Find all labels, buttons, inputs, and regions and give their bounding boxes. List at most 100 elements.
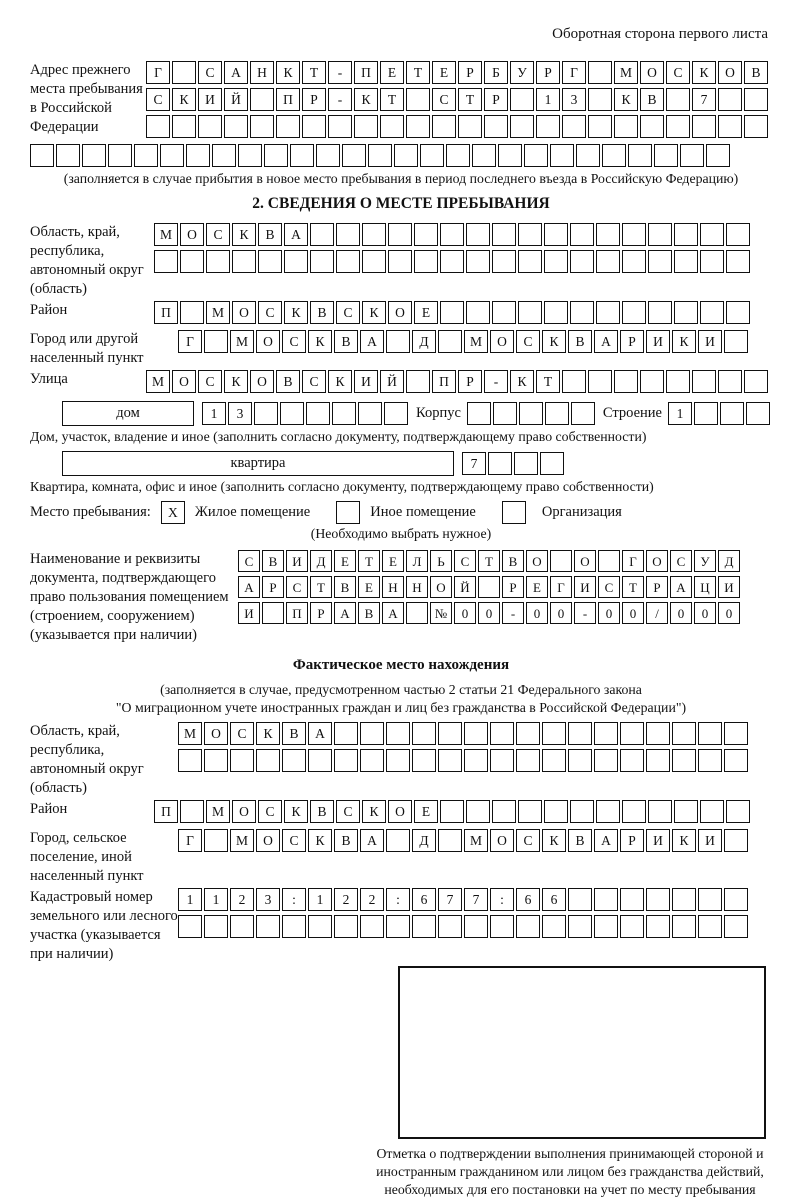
char-box[interactable]: О — [388, 301, 412, 324]
char-box[interactable] — [542, 915, 566, 938]
char-box[interactable]: Е — [414, 800, 438, 823]
char-box[interactable]: К — [308, 829, 332, 852]
char-box[interactable]: Е — [526, 576, 548, 598]
char-box[interactable]: Е — [380, 61, 404, 84]
char-box[interactable] — [620, 722, 644, 745]
char-box[interactable] — [514, 452, 538, 475]
char-box[interactable] — [282, 749, 306, 772]
char-box[interactable] — [518, 250, 542, 273]
char-box[interactable] — [596, 800, 620, 823]
char-box[interactable] — [628, 144, 652, 167]
char-box[interactable]: Т — [536, 370, 560, 393]
char-box[interactable]: 7 — [462, 452, 486, 475]
char-box[interactable] — [524, 144, 548, 167]
char-box[interactable]: Р — [302, 88, 326, 111]
char-box[interactable] — [464, 722, 488, 745]
char-box[interactable] — [490, 722, 514, 745]
char-box[interactable]: 1 — [204, 888, 228, 911]
char-box[interactable] — [562, 115, 586, 138]
char-box[interactable] — [550, 144, 574, 167]
char-box[interactable]: К — [510, 370, 534, 393]
char-box[interactable]: В — [258, 223, 282, 246]
char-box[interactable] — [362, 250, 386, 273]
char-box[interactable]: К — [542, 330, 566, 353]
char-box[interactable]: С — [282, 829, 306, 852]
char-box[interactable]: П — [154, 800, 178, 823]
char-box[interactable]: Р — [646, 576, 668, 598]
char-box[interactable]: О — [574, 550, 596, 572]
char-box[interactable] — [276, 115, 300, 138]
char-box[interactable] — [316, 144, 340, 167]
char-box[interactable] — [646, 888, 670, 911]
char-box[interactable]: : — [282, 888, 306, 911]
char-box[interactable] — [280, 402, 304, 425]
char-box[interactable] — [230, 749, 254, 772]
char-box[interactable]: 2 — [334, 888, 358, 911]
char-box[interactable]: К — [672, 829, 696, 852]
char-box[interactable]: 2 — [230, 888, 254, 911]
char-box[interactable] — [204, 330, 228, 353]
char-box[interactable] — [594, 915, 618, 938]
char-box[interactable] — [308, 915, 332, 938]
char-box[interactable]: Т — [302, 61, 326, 84]
char-box[interactable]: - — [328, 88, 352, 111]
char-box[interactable]: Г — [178, 829, 202, 852]
char-box[interactable] — [438, 330, 462, 353]
char-box[interactable]: И — [198, 88, 222, 111]
char-box[interactable]: В — [744, 61, 768, 84]
char-box[interactable] — [490, 749, 514, 772]
char-box[interactable] — [518, 301, 542, 324]
char-box[interactable] — [598, 550, 620, 572]
char-box[interactable]: К — [276, 61, 300, 84]
char-box[interactable]: М — [206, 800, 230, 823]
char-box[interactable] — [562, 370, 586, 393]
char-box[interactable] — [420, 144, 444, 167]
char-box[interactable] — [334, 722, 358, 745]
char-box[interactable] — [458, 115, 482, 138]
char-box[interactable] — [172, 115, 196, 138]
char-box[interactable]: С — [258, 800, 282, 823]
char-box[interactable] — [544, 402, 569, 425]
char-box[interactable]: А — [670, 576, 692, 598]
char-box[interactable] — [544, 223, 568, 246]
char-box[interactable] — [620, 915, 644, 938]
char-box[interactable] — [282, 915, 306, 938]
char-box[interactable]: И — [238, 602, 260, 624]
char-box[interactable]: 3 — [228, 402, 252, 425]
char-box[interactable]: У — [510, 61, 534, 84]
char-box[interactable]: О — [256, 829, 280, 852]
char-box[interactable] — [154, 250, 178, 273]
char-box[interactable] — [726, 250, 750, 273]
char-box[interactable] — [516, 749, 540, 772]
char-box[interactable]: Д — [412, 330, 436, 353]
char-box[interactable]: К — [232, 223, 256, 246]
char-box[interactable]: Н — [406, 576, 428, 598]
char-box[interactable]: Т — [358, 550, 380, 572]
char-box[interactable] — [180, 250, 204, 273]
char-box[interactable] — [724, 888, 748, 911]
char-box[interactable]: М — [464, 330, 488, 353]
char-box[interactable] — [388, 250, 412, 273]
char-box[interactable] — [412, 915, 436, 938]
char-box[interactable]: С — [516, 829, 540, 852]
char-box[interactable]: И — [718, 576, 740, 598]
char-box[interactable] — [698, 722, 722, 745]
char-box[interactable]: 6 — [516, 888, 540, 911]
char-box[interactable] — [386, 722, 410, 745]
char-box[interactable]: М — [614, 61, 638, 84]
char-box[interactable] — [724, 330, 748, 353]
char-box[interactable]: С — [258, 301, 282, 324]
char-box[interactable]: С — [198, 370, 222, 393]
char-box[interactable] — [446, 144, 470, 167]
char-box[interactable] — [386, 330, 410, 353]
char-box[interactable]: П — [432, 370, 456, 393]
char-box[interactable]: Н — [382, 576, 404, 598]
char-box[interactable] — [674, 250, 698, 273]
char-box[interactable]: Г — [622, 550, 644, 572]
char-box[interactable]: А — [284, 223, 308, 246]
char-box[interactable] — [250, 115, 274, 138]
char-box[interactable]: Д — [310, 550, 332, 572]
char-box[interactable] — [466, 301, 490, 324]
char-box[interactable]: С — [598, 576, 620, 598]
char-box[interactable] — [622, 250, 646, 273]
